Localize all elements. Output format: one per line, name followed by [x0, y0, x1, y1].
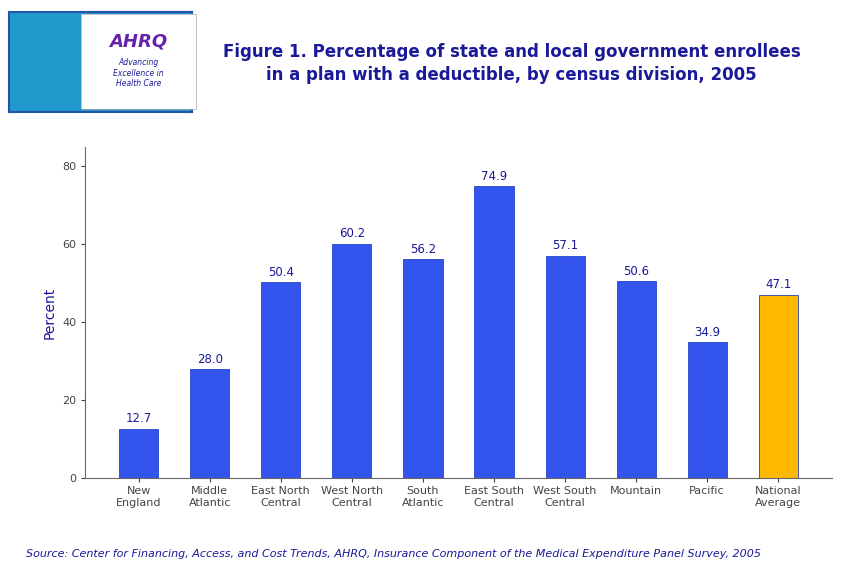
Bar: [545, 256, 584, 478]
Y-axis label: Percent: Percent: [43, 286, 56, 339]
Text: 47.1: 47.1: [764, 278, 791, 291]
Text: 34.9: 34.9: [694, 326, 719, 339]
Bar: [757, 294, 797, 478]
Bar: [119, 429, 158, 478]
Text: AHRQ: AHRQ: [109, 32, 168, 50]
Bar: [332, 244, 371, 478]
Text: 50.6: 50.6: [622, 265, 648, 278]
Bar: [261, 282, 300, 478]
Bar: [403, 259, 442, 478]
Bar: [190, 369, 229, 478]
Text: 28.0: 28.0: [197, 353, 222, 366]
Bar: [687, 342, 726, 478]
Text: Figure 1. Percentage of state and local government enrollees
in a plan with a de: Figure 1. Percentage of state and local …: [222, 43, 800, 84]
Text: Advancing
Excellence in
Health Care: Advancing Excellence in Health Care: [113, 58, 164, 88]
Bar: [474, 186, 513, 478]
Bar: [616, 281, 655, 478]
Text: 50.4: 50.4: [268, 266, 294, 279]
Text: 60.2: 60.2: [338, 228, 365, 240]
Text: 57.1: 57.1: [551, 240, 578, 252]
Text: 56.2: 56.2: [410, 243, 435, 256]
Text: 12.7: 12.7: [125, 412, 152, 426]
Text: 74.9: 74.9: [481, 170, 507, 183]
Text: Source: Center for Financing, Access, and Cost Trends, AHRQ, Insurance Component: Source: Center for Financing, Access, an…: [26, 549, 760, 559]
